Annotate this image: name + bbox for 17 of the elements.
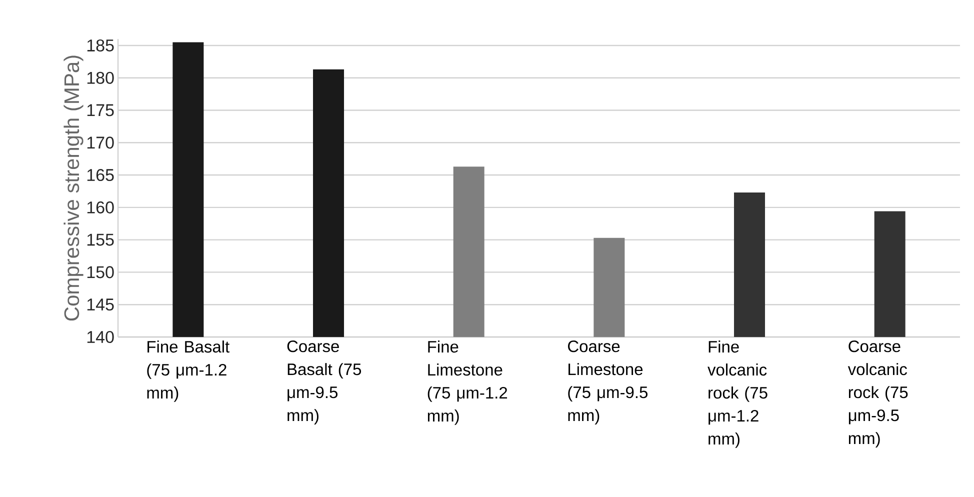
y-tick-label: 180 xyxy=(87,72,114,84)
y-tick-label: 145 xyxy=(87,298,114,311)
x-tick-label: Fine Basalt (75 μm-1.2 mm) xyxy=(147,340,230,402)
y-axis-title: Compressive strength (MPa) xyxy=(64,56,84,321)
y-tick-label: 185 xyxy=(87,39,114,52)
x-tick-label: Coarse volcanic rock (75 μm-9.5 mm) xyxy=(848,340,908,448)
y-tick-label: 140 xyxy=(87,330,114,344)
x-tick-label: Coarse Limestone (75 μm-9.5 mm) xyxy=(568,340,648,424)
y-tick-label: 150 xyxy=(87,266,114,278)
x-tick-label: Coarse Basalt (75 μm-9.5 mm) xyxy=(287,340,362,424)
y-tick-label: 170 xyxy=(87,136,114,149)
x-tick-label: Fine Limestone (75 μm-1.2 mm) xyxy=(428,340,508,425)
y-tick-label: 155 xyxy=(87,234,114,246)
y-tick-label: 165 xyxy=(87,169,114,182)
x-tick-label: Fine volcanic rock (75 μm-1.2 mm) xyxy=(708,340,768,448)
y-tick-label: 160 xyxy=(87,201,114,214)
y-tick-label: 175 xyxy=(87,104,114,116)
